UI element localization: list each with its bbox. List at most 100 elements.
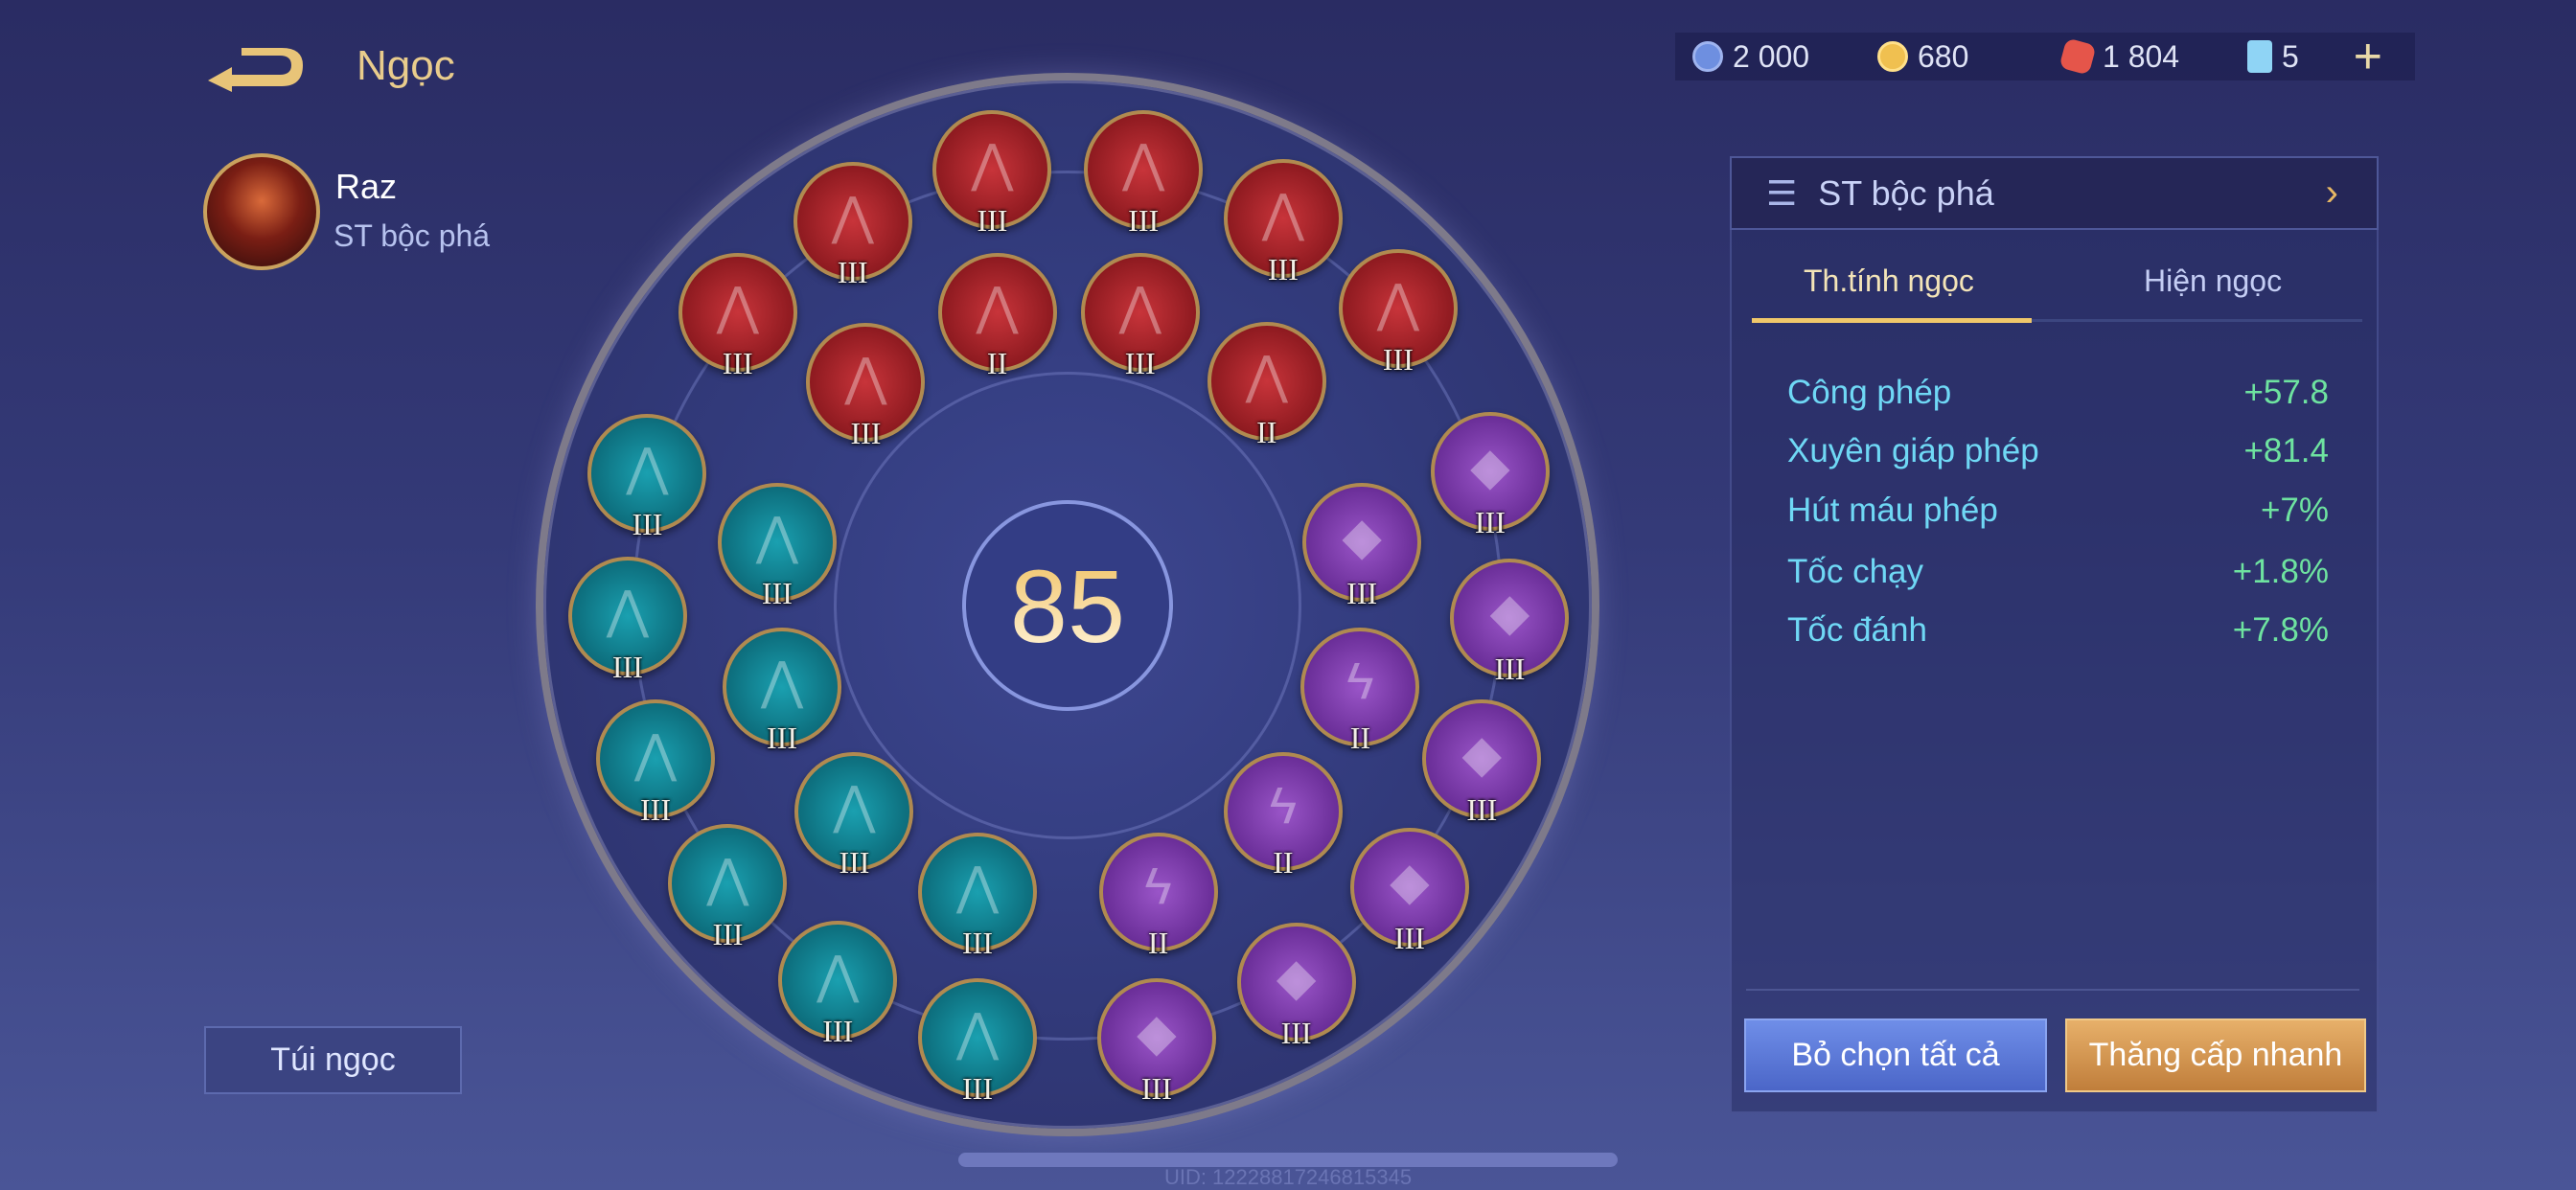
- purple-gem-slot[interactable]: ◆ III: [1096, 978, 1216, 1106]
- gem-level: III: [611, 649, 643, 684]
- purple-gem-slot[interactable]: ◆ III: [1450, 558, 1570, 686]
- red-gem-slot[interactable]: ⋀ III: [806, 323, 926, 450]
- teal-gem-slot[interactable]: ⋀ III: [918, 832, 1037, 960]
- red-gem-slot[interactable]: ⋀ III: [1080, 252, 1200, 380]
- stats-panel: [1730, 156, 2379, 1113]
- teal-gem-slot[interactable]: ⋀ III: [918, 978, 1037, 1106]
- red-rune-icon: ⋀: [831, 187, 874, 245]
- list-icon: ☰: [1766, 172, 1798, 213]
- gem-level: III: [1140, 1071, 1172, 1107]
- blue-coin-icon: [1692, 41, 1723, 72]
- red-gem-slot[interactable]: ⋀ III: [793, 162, 912, 289]
- purple-gem-slot[interactable]: ◆ III: [1236, 923, 1356, 1050]
- hero-avatar[interactable]: [203, 153, 320, 270]
- drop-icon: ◆: [1276, 948, 1317, 1006]
- stat-row: Xuyên giáp phép +81.4: [1787, 432, 2329, 470]
- deselect-all-button[interactable]: Bỏ chọn tất cả: [1744, 1018, 2047, 1092]
- teal-rune-icon: ⋀: [606, 582, 649, 640]
- teal-rune-icon: ⋀: [706, 849, 749, 907]
- teal-gem-slot[interactable]: ⋀ III: [717, 482, 837, 610]
- stat-label: Công phép: [1787, 374, 1952, 411]
- card-icon: [2247, 40, 2272, 73]
- drop-icon: ◆: [1342, 508, 1382, 566]
- red-gem-slot[interactable]: ⋀ III: [1338, 249, 1458, 377]
- teal-gem-slot[interactable]: ⋀ III: [778, 921, 898, 1048]
- tab-gem-attributes[interactable]: Th.tính ngọc: [1804, 263, 1974, 298]
- purple-gem-slot[interactable]: ◆ III: [1349, 827, 1469, 955]
- preset-selector[interactable]: ☰ ST bộc phá ›: [1730, 156, 2379, 230]
- gem-level: III: [1494, 651, 1526, 686]
- purple-gem-slot[interactable]: ϟ II: [1300, 627, 1420, 755]
- tab-show-gems[interactable]: Hiện ngọc: [2144, 263, 2283, 298]
- purple-gem-slot[interactable]: ◆ III: [1430, 412, 1550, 539]
- teal-gem-slot[interactable]: ⋀ III: [596, 699, 715, 827]
- red-gem-slot[interactable]: ⋀ III: [1084, 109, 1204, 238]
- stat-label: Tốc đánh: [1787, 611, 1927, 649]
- scrollbar[interactable]: [958, 1153, 1618, 1167]
- red-gem-slot[interactable]: ⋀ III: [932, 109, 1052, 238]
- currency-value: 680: [1918, 38, 1969, 74]
- red-rune-icon: ⋀: [1261, 184, 1304, 242]
- currency-card[interactable]: 5: [2247, 39, 2415, 75]
- stat-label: Hút máu phép: [1787, 492, 1998, 529]
- red-rune-icon: ⋀: [971, 135, 1014, 194]
- add-currency-button[interactable]: +: [2353, 29, 2382, 84]
- red-gem-slot[interactable]: ⋀ II: [937, 252, 1057, 380]
- wheel-ring-inner: [834, 372, 1301, 839]
- currency-blue-coin[interactable]: 2 000: [1692, 39, 1860, 75]
- teal-gem-slot[interactable]: ⋀ III: [723, 627, 841, 755]
- back-arrow-icon[interactable]: [203, 44, 309, 92]
- stat-label: Tốc chạy: [1787, 553, 1923, 590]
- gem-level: II: [986, 345, 1008, 380]
- gem-level: III: [839, 844, 870, 880]
- total-level-circle: 85: [962, 500, 1173, 711]
- gem-level: III: [1346, 575, 1378, 610]
- gem-level: III: [1393, 920, 1425, 955]
- red-rune-icon: ⋀: [716, 278, 759, 336]
- teal-gem-slot[interactable]: ⋀ III: [587, 413, 707, 541]
- purple-gem-slot[interactable]: ϟ II: [1223, 751, 1343, 880]
- red-rune-icon: ⋀: [1245, 347, 1288, 405]
- teal-rune-icon: ⋀: [833, 777, 876, 835]
- red-rune-icon: ⋀: [1121, 135, 1165, 194]
- stat-value: +57.8: [2243, 374, 2329, 411]
- currency-red-gem[interactable]: 1 804: [2058, 37, 2230, 76]
- red-gem-icon: [2058, 37, 2097, 76]
- currency-value: 5: [2282, 38, 2299, 74]
- drop-icon: ◆: [1390, 853, 1430, 911]
- gem-level: II: [1349, 720, 1371, 755]
- quick-upgrade-button[interactable]: Thăng cấp nhanh: [2065, 1018, 2366, 1092]
- gem-bag-button[interactable]: Túi ngọc: [204, 1026, 462, 1094]
- drop-icon: ◆: [1461, 724, 1503, 783]
- purple-gem-slot[interactable]: ◆ III: [1302, 482, 1422, 610]
- gem-level: III: [1382, 342, 1414, 378]
- teal-gem-slot[interactable]: ⋀ III: [567, 556, 687, 684]
- stat-value: +7.8%: [2232, 611, 2329, 649]
- currency-gold-coin[interactable]: 680: [1877, 39, 2045, 75]
- stat-value: +81.4: [2243, 432, 2329, 469]
- divider: [1746, 989, 2359, 991]
- gem-level: II: [1273, 844, 1294, 880]
- stat-value: +7%: [2260, 492, 2329, 529]
- gem-level: III: [1128, 202, 1160, 238]
- stat-row: Tốc chạy +1.8%: [1787, 553, 2329, 591]
- red-gem-slot[interactable]: ⋀ II: [1207, 321, 1326, 449]
- lightning-icon: ϟ: [1269, 776, 1298, 835]
- teal-rune-icon: ⋀: [755, 508, 798, 566]
- purple-gem-slot[interactable]: ◆ III: [1422, 699, 1542, 827]
- purple-gem-slot[interactable]: ϟ II: [1098, 832, 1218, 960]
- red-gem-slot[interactable]: ⋀ III: [678, 252, 797, 380]
- teal-gem-slot[interactable]: ⋀ III: [668, 824, 788, 951]
- uid-label: UID: 12228817246815345: [1163, 1165, 1413, 1189]
- red-rune-icon: ⋀: [844, 348, 887, 406]
- lightning-icon: ϟ: [1346, 652, 1374, 710]
- gem-level: III: [962, 1071, 993, 1107]
- preset-name: ST bộc phá: [1818, 172, 1994, 213]
- red-gem-slot[interactable]: ⋀ III: [1223, 159, 1343, 286]
- teal-gem-slot[interactable]: ⋀ III: [794, 751, 914, 880]
- gem-level: III: [822, 1014, 854, 1049]
- stat-row: Tốc đánh +7.8%: [1787, 611, 2329, 650]
- red-rune-icon: ⋀: [1118, 278, 1162, 336]
- gem-level: III: [1280, 1016, 1312, 1051]
- red-rune-icon: ⋀: [976, 278, 1019, 336]
